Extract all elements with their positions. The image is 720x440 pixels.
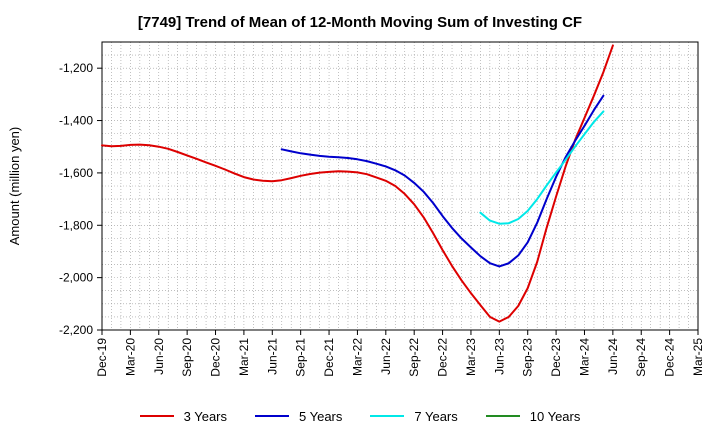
x-tick-label: Mar-25	[691, 338, 705, 376]
x-tick-label: Dec-20	[209, 338, 223, 377]
chart-legend: 3 Years 5 Years 7 Years 10 Years	[0, 406, 720, 426]
legend-swatch	[255, 415, 289, 417]
legend-label: 5 Years	[299, 408, 343, 424]
x-tick-label: Jun-23	[492, 338, 506, 375]
series-line-5-years	[280, 94, 605, 268]
x-tick-label: Mar-23	[464, 338, 478, 376]
x-tick-label: Jun-22	[379, 338, 393, 375]
plot-frame	[101, 41, 699, 331]
x-tick-label: Sep-20	[180, 338, 194, 377]
x-tick-label: Jun-20	[152, 338, 166, 375]
y-tick-label: -2,000	[59, 271, 93, 285]
y-tick-label: -1,600	[59, 166, 93, 180]
legend-item-3-years: 3 Years	[139, 408, 227, 424]
x-tick-label: Dec-24	[663, 338, 677, 377]
x-tick-label: Sep-22	[407, 338, 421, 377]
legend-label: 3 Years	[183, 408, 227, 424]
x-tick-label: Mar-22	[350, 338, 364, 376]
x-tick-label: Dec-23	[549, 338, 563, 377]
legend-label: 10 Years	[529, 408, 581, 424]
legend-label: 7 Years	[414, 408, 458, 424]
chart-title: [7749] Trend of Mean of 12-Month Moving …	[137, 14, 583, 31]
y-tick-label: -1,400	[59, 114, 93, 128]
y-axis-label: Amount (million yen)	[7, 127, 22, 246]
x-tick-label: Sep-21	[294, 338, 308, 377]
y-tick-label: -1,800	[59, 218, 93, 232]
x-tick-label: Dec-19	[95, 338, 109, 377]
x-tick-label: Dec-22	[436, 338, 450, 377]
legend-swatch	[370, 415, 405, 417]
x-tick-label: Mar-20	[123, 338, 137, 376]
y-tick-label: -1,200	[59, 61, 93, 75]
x-tick-label: Mar-21	[237, 338, 251, 376]
x-tick-label: Jun-24	[606, 338, 620, 375]
legend-swatch	[485, 415, 520, 417]
series-line-3-years	[101, 44, 614, 323]
legend-item-7-years: 7 Years	[370, 408, 458, 424]
x-tick-label: Sep-23	[521, 338, 535, 377]
legend-swatch	[139, 415, 174, 417]
x-tick-label: Sep-24	[634, 338, 648, 377]
legend-item-5-years: 5 Years	[255, 409, 342, 424]
series-line-7-years	[479, 110, 605, 225]
legend-item-10-years: 10 Years	[485, 408, 581, 424]
x-tick-label: Dec-21	[322, 338, 336, 377]
x-tick-label: Jun-21	[265, 338, 279, 375]
x-tick-label: Mar-24	[577, 338, 591, 376]
y-tick-label: -2,200	[59, 323, 93, 337]
